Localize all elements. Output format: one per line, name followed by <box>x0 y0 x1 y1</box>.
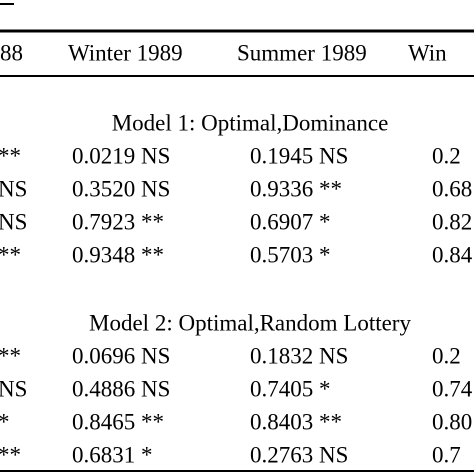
table-cell: 0.2 <box>432 143 461 168</box>
section-title: Model 2: Optimal,Random Lottery <box>89 310 411 335</box>
table-cell: NS <box>0 176 27 201</box>
column-header: Winter 1989 <box>68 40 183 65</box>
table-cell: ** <box>0 242 21 267</box>
table-cell: ** <box>0 343 21 368</box>
table-cell: 0.80 <box>432 409 472 434</box>
table-cell: ** <box>0 143 21 168</box>
section-title: Model 1: Optimal,Dominance <box>112 110 389 135</box>
table-cell: 0.0696 NS <box>72 343 170 368</box>
table-cell: 0.9348 ** <box>72 242 164 267</box>
table-cell: 0.8465 ** <box>72 409 164 434</box>
column-header: 88 <box>0 40 23 65</box>
column-header: Win <box>408 40 447 65</box>
table-cell: 0.7405 * <box>250 376 331 401</box>
table-cell: 0.0219 NS <box>72 143 170 168</box>
column-header: Summer 1989 <box>237 40 367 65</box>
table-cell: 0.68 <box>432 176 472 201</box>
table-cell: * <box>0 409 10 434</box>
table-cell: 0.6831 * <box>72 442 153 467</box>
table-cell: 0.1945 NS <box>250 143 348 168</box>
table-cell: 0.82 <box>432 209 472 234</box>
table-cell: NS <box>0 209 27 234</box>
table-cell: 0.2763 NS <box>250 442 348 467</box>
table-cell: 0.7923 ** <box>72 209 164 234</box>
table-cell: 0.5703 * <box>250 242 331 267</box>
table-cell: 0.9336 ** <box>250 176 342 201</box>
table-cell: 0.2 <box>432 343 461 368</box>
table-cell: NS <box>0 376 27 401</box>
table-cell: 0.84 <box>432 242 473 267</box>
table-cell: 0.1832 NS <box>250 343 348 368</box>
table-cell: 0.74 <box>432 376 473 401</box>
table-cell: 0.7 <box>432 442 461 467</box>
table-cell: 0.4886 NS <box>72 376 170 401</box>
table-cell: 0.6907 * <box>250 209 331 234</box>
table-cell: 0.3520 NS <box>72 176 170 201</box>
table-cell: 0.8403 ** <box>250 409 342 434</box>
table-cell: ** <box>0 442 21 467</box>
